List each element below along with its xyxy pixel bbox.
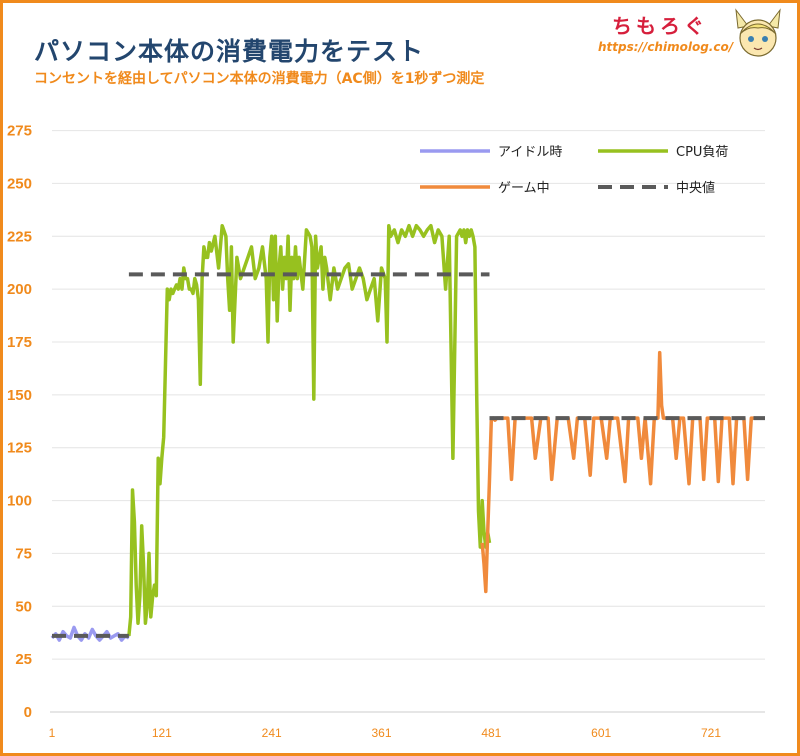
y-tick-label: 150 <box>7 387 32 404</box>
y-tick-label: 125 <box>7 440 32 457</box>
brand-url: https://chimolog.co/ <box>598 40 734 54</box>
legend-label: ゲーム中 <box>498 181 550 196</box>
mascot-icon <box>735 8 781 57</box>
y-tick-label: 250 <box>7 175 32 192</box>
y-tick-label: 200 <box>7 281 32 298</box>
x-tick-label: 361 <box>371 726 391 740</box>
y-tick-label: 25 <box>15 651 32 668</box>
legend-label: 中央値 <box>676 180 715 196</box>
series-game-line <box>480 350 755 594</box>
brand-logo-text: ちもろぐ <box>612 14 708 38</box>
series-idle-line <box>50 625 130 642</box>
x-tick-label: 481 <box>481 726 501 740</box>
y-tick-label: 275 <box>7 123 32 140</box>
x-tick-label: 721 <box>701 726 721 740</box>
page-title: パソコン本体の消費電力をテスト <box>34 37 425 66</box>
legend-label: CPU負荷 <box>676 145 728 160</box>
x-tick-label: 601 <box>591 726 611 740</box>
series-lines <box>50 223 765 642</box>
x-tick-label: 241 <box>262 726 282 740</box>
page-subtitle: コンセントを経由してパソコン本体の消費電力（AC側）を1秒ずつ測定 <box>34 71 485 87</box>
y-tick-label: 175 <box>7 334 32 351</box>
y-axis-ticks: 0 25 50 75 100 125 150 175 200 225 250 275 <box>7 123 32 721</box>
y-tick-label: 225 <box>7 228 32 245</box>
x-axis-ticks: 1 121 241 361 481 601 721 <box>49 726 722 740</box>
y-tick-label: 75 <box>15 545 32 562</box>
x-tick-label: 1 <box>49 726 56 740</box>
grid-lines <box>52 130 765 660</box>
x-tick-label: 121 <box>152 726 172 740</box>
series-cpu-line <box>127 223 492 637</box>
y-tick-label: 100 <box>7 493 32 510</box>
legend-label: アイドル時 <box>498 145 562 160</box>
y-tick-label: 0 <box>24 704 32 721</box>
y-tick-label: 50 <box>15 598 32 615</box>
